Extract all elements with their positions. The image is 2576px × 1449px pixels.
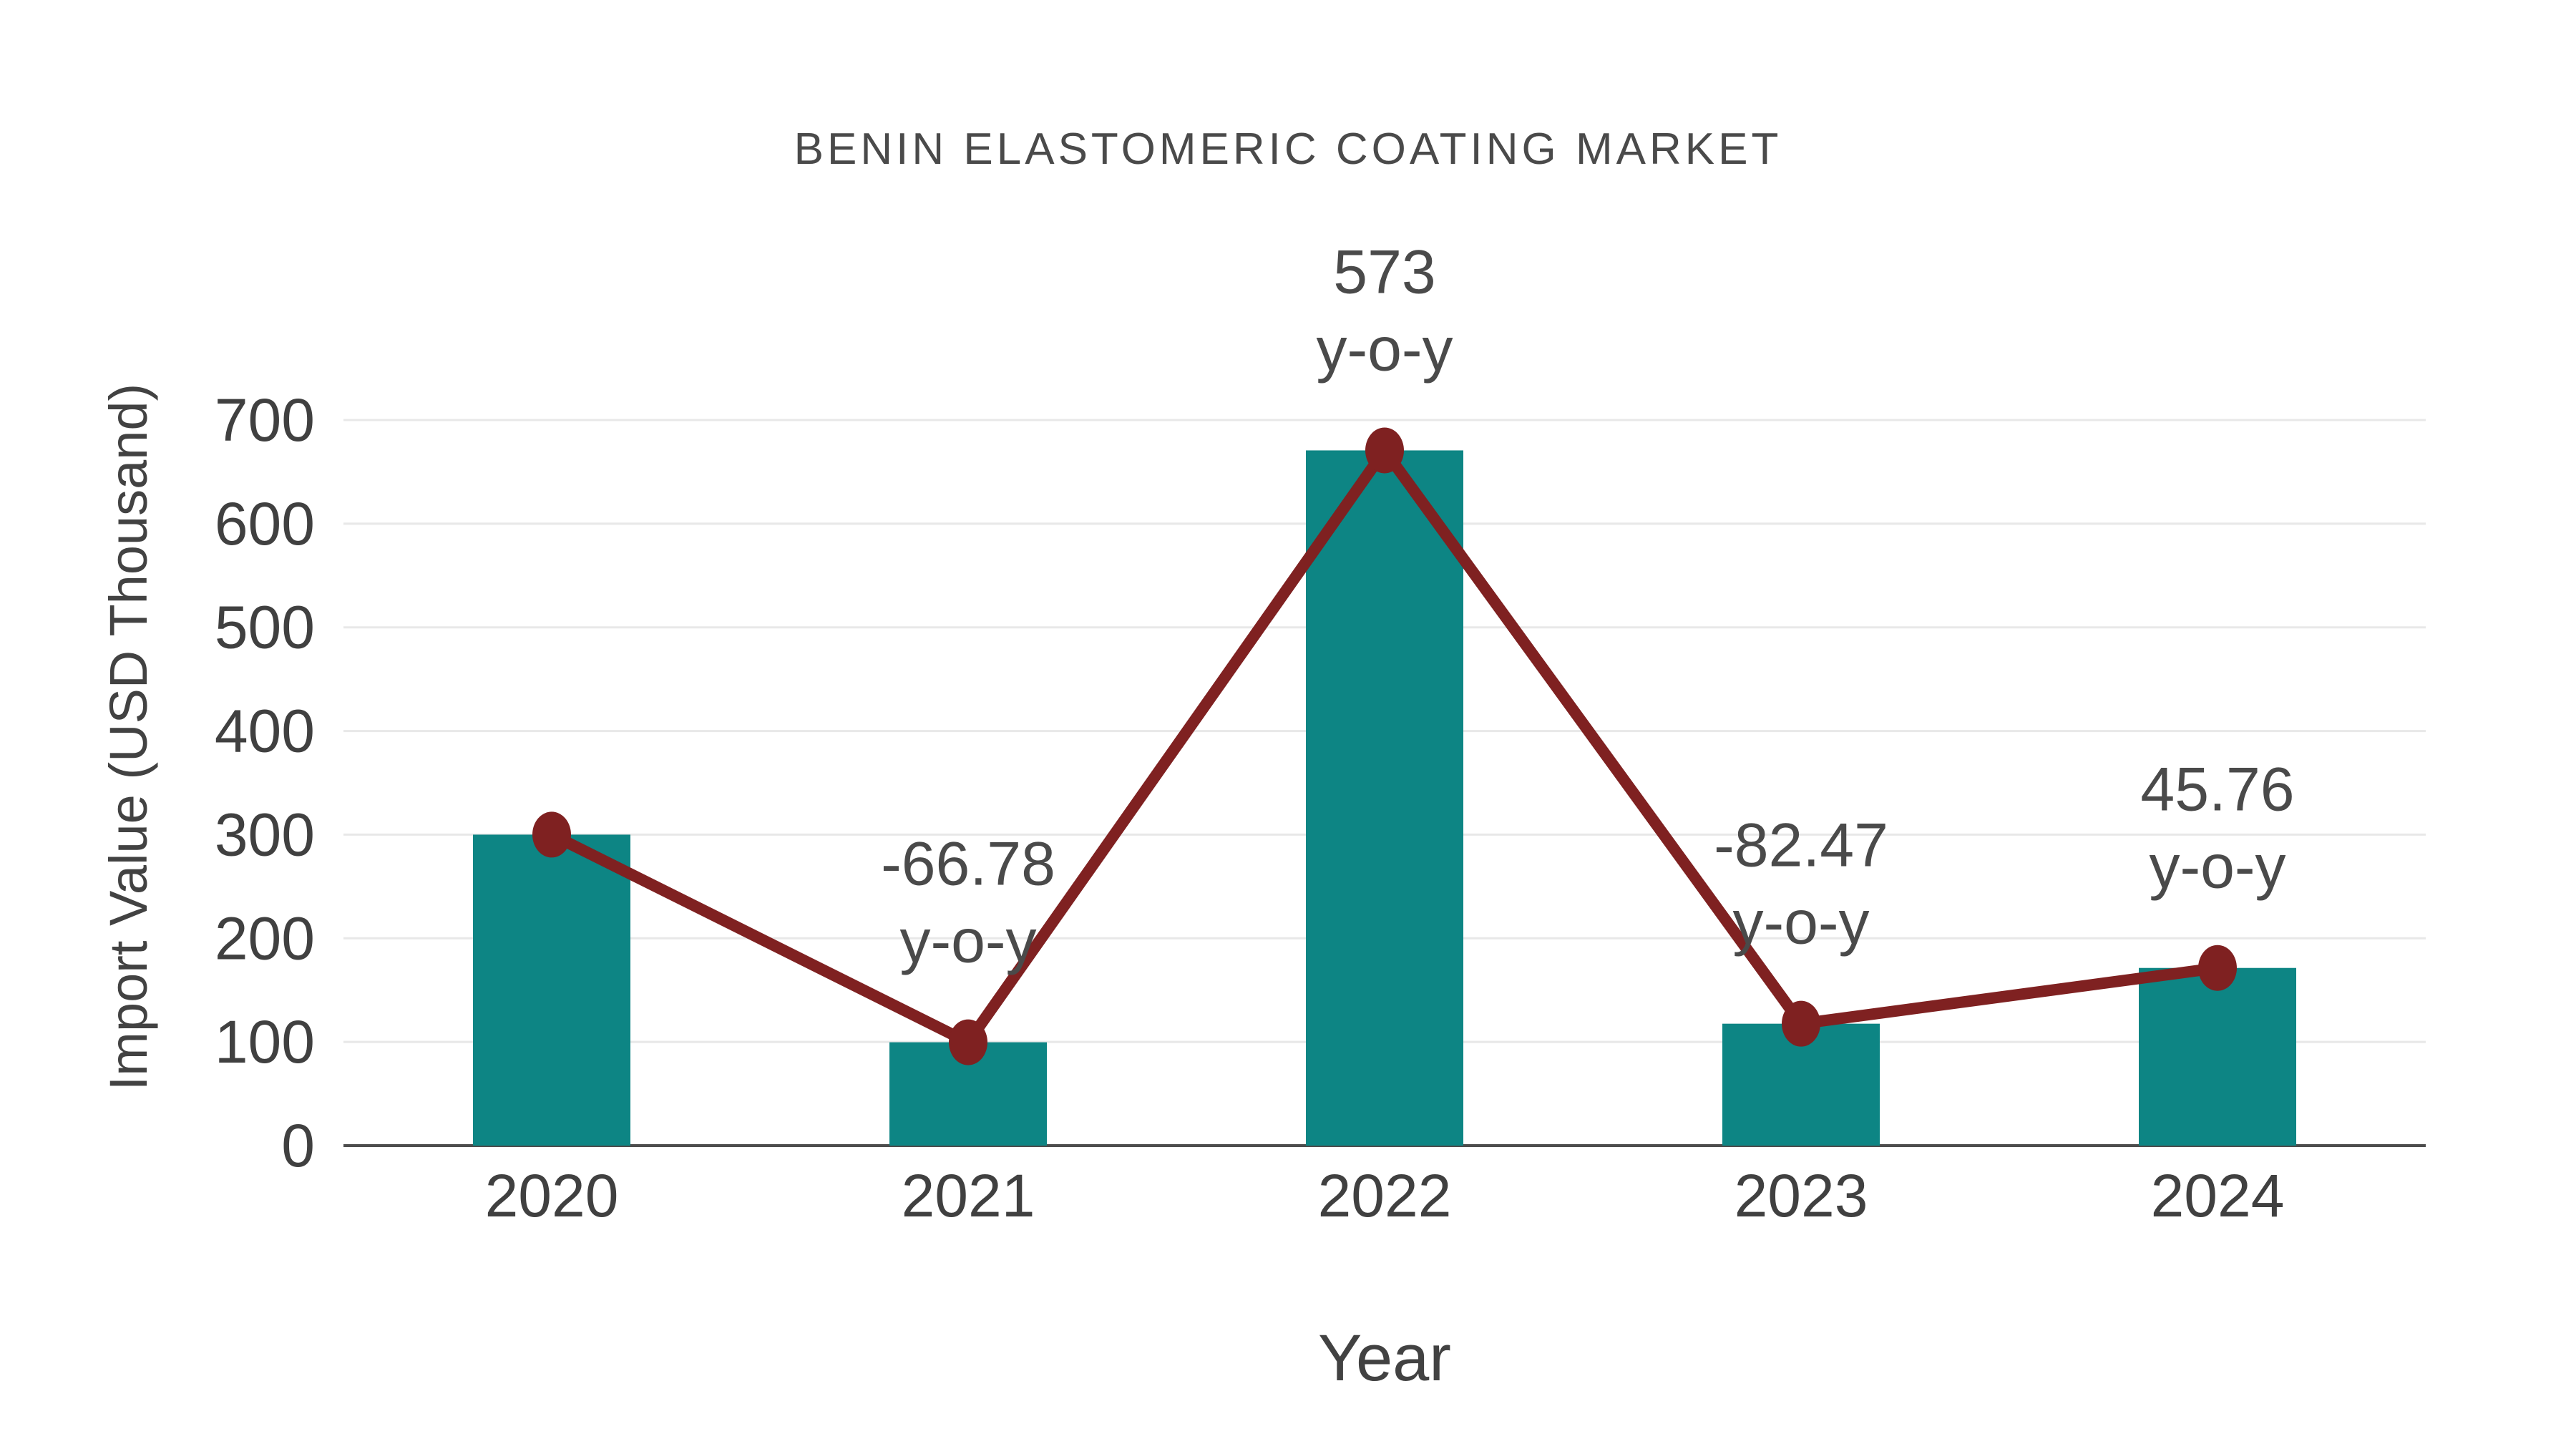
bar <box>1306 450 1463 1146</box>
y-tick-label: 500 <box>215 594 315 661</box>
annotation-suffix: y-o-y <box>2149 833 2285 902</box>
data-point-marker <box>949 1019 987 1065</box>
y-tick-label: 200 <box>215 904 315 972</box>
x-tick-label: 2023 <box>1735 1162 1868 1229</box>
y-tick-label: 400 <box>215 698 315 765</box>
y-axis-title: Import Value (USD Thousand) <box>99 383 158 1091</box>
annotation-suffix: y-o-y <box>1732 889 1869 957</box>
x-tick-label: 2024 <box>2151 1162 2285 1229</box>
annotation-value: -66.78 <box>881 830 1055 899</box>
y-tick-label: 600 <box>215 490 315 557</box>
annotation-suffix: y-o-y <box>1316 315 1453 384</box>
x-tick-label: 2022 <box>1318 1162 1452 1229</box>
bar <box>473 834 630 1146</box>
bar <box>2139 967 2296 1146</box>
x-tick-label: 2021 <box>902 1162 1035 1229</box>
data-point-marker <box>532 811 571 858</box>
chart-title: BENIN ELASTOMERIC COATING MARKET <box>794 125 1782 174</box>
data-point-marker <box>2198 945 2237 991</box>
data-point-marker <box>1365 427 1404 474</box>
y-tick-label: 700 <box>215 386 315 454</box>
annotation-value: 573 <box>1333 238 1436 306</box>
annotation-suffix: y-o-y <box>899 907 1036 976</box>
annotation-value: -82.47 <box>1714 811 1888 880</box>
x-tick-label: 2020 <box>485 1162 619 1229</box>
y-tick-label: 100 <box>215 1008 315 1075</box>
data-point-marker <box>1782 1000 1820 1047</box>
y-tick-label: 0 <box>281 1112 315 1179</box>
x-axis-title: Year <box>1318 1322 1451 1395</box>
y-tick-label: 300 <box>215 801 315 868</box>
annotation-value: 45.76 <box>2140 756 2294 824</box>
